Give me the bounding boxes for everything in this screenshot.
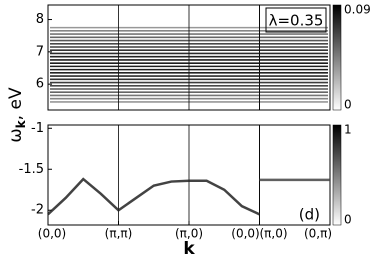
- dispersion: [47, 177, 261, 216]
- colorbar: [332, 124, 342, 226]
- y-tick-label: 7: [36, 44, 44, 59]
- x-tick-label: (0,0): [231, 227, 259, 241]
- colorbar: [332, 4, 342, 111]
- y-tick-label: 6: [36, 77, 44, 92]
- y-tick-label: -1: [31, 121, 44, 136]
- annotation-box: [265, 7, 327, 33]
- x-tick-label: (π,0): [259, 227, 287, 241]
- x-tick-label: (π,0): [175, 227, 203, 241]
- x-axis-label: k: [183, 239, 195, 259]
- annotation: λ=0.35: [269, 12, 324, 30]
- colorbar-label: 0: [344, 213, 352, 227]
- x-tick-label: (0,0): [38, 227, 66, 241]
- colorbar-label: 0: [344, 98, 352, 112]
- y-tick-label: -2: [31, 203, 44, 218]
- colorbar-label: 1: [344, 123, 352, 137]
- colorbar-label: 0.09: [344, 3, 371, 17]
- y-tick-label: -1.5: [19, 162, 44, 177]
- y-tick-label: 8: [36, 12, 44, 27]
- y-axis-label: ωk, eV: [6, 87, 28, 143]
- x-tick-label: (π,π): [105, 227, 133, 241]
- x-tick-label: (0,π): [304, 227, 332, 241]
- panel-label: (d): [299, 206, 320, 224]
